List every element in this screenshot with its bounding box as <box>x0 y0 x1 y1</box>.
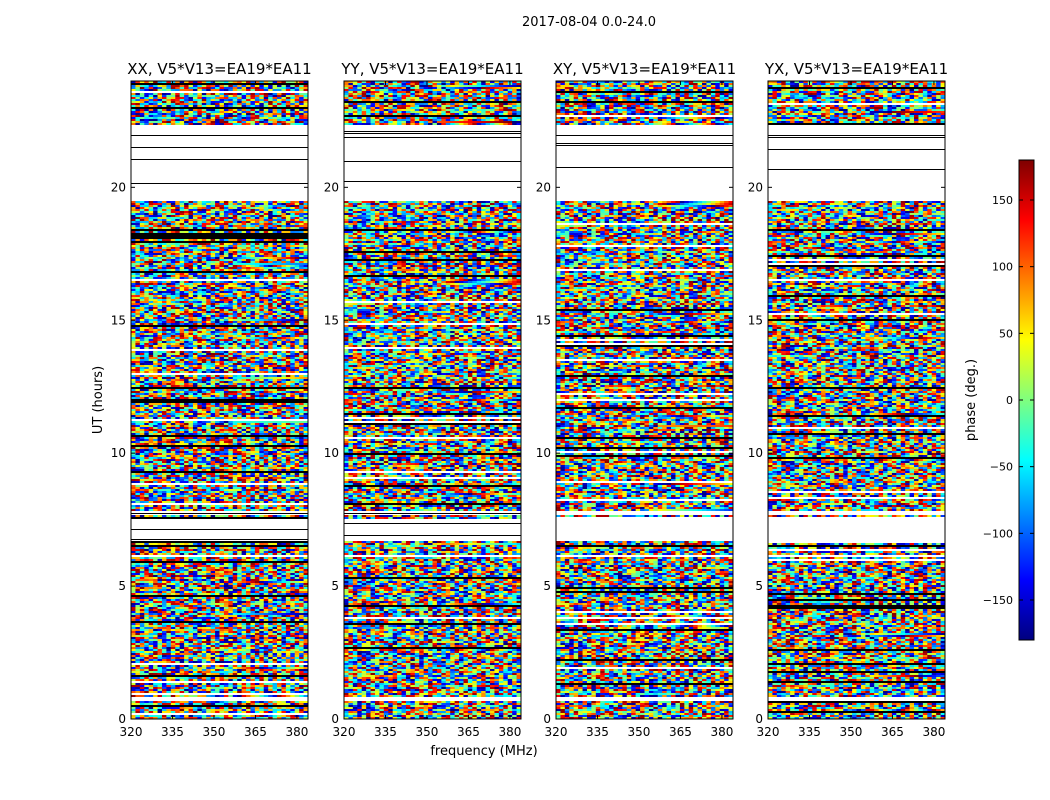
x-tick-label: 365 <box>457 725 480 739</box>
x-tick-label: 365 <box>881 725 904 739</box>
axes-frame <box>767 80 946 720</box>
y-tick-label: 10 <box>324 446 339 460</box>
x-tick-label: 365 <box>244 725 267 739</box>
y-tick-label: 20 <box>536 180 551 194</box>
x-tick-label: 380 <box>285 725 308 739</box>
y-tick-label: 15 <box>748 313 763 327</box>
y-tick-label: 5 <box>118 579 126 593</box>
x-tick-label: 320 <box>333 725 356 739</box>
panel-title: XY, V5*V13=EA19*EA11 <box>553 60 736 78</box>
x-tick-label: 350 <box>416 725 439 739</box>
panel-title: YX, V5*V13=EA19*EA11 <box>764 60 948 78</box>
x-tick-label: 350 <box>840 725 863 739</box>
x-tick-label: 320 <box>545 725 568 739</box>
y-tick-label: 15 <box>111 313 126 327</box>
colorbar-tick-label: 50 <box>999 327 1013 340</box>
x-tick-label: 380 <box>922 725 945 739</box>
x-tick-label: 380 <box>710 725 733 739</box>
axes-frame <box>343 80 522 720</box>
x-tick-label: 335 <box>798 725 821 739</box>
x-tick-label: 335 <box>374 725 397 739</box>
panel-3: XY, V5*V13=EA19*EA11 320 335 350 365 380 0 5 10 1… <box>536 60 736 739</box>
figure-title: 2017-08-04 0.0-24.0 <box>522 15 656 30</box>
axes-frame <box>130 80 309 720</box>
y-tick-label: 10 <box>111 446 126 460</box>
panel-2: YY, V5*V13=EA19*EA11 320 335 350 365 380 0 5 10 1… <box>324 60 524 739</box>
panel-4: YX, V5*V13=EA19*EA11 320 335 350 365 380 0 5 10 1… <box>748 60 948 739</box>
panel-title: XX, V5*V13=EA19*EA11 <box>127 60 311 78</box>
x-tick-label: 320 <box>120 725 143 739</box>
x-tick-label: 350 <box>203 725 226 739</box>
colorbar-label: phase (deg.) <box>964 359 979 441</box>
colorbar-tick-label: −50 <box>990 461 1013 474</box>
y-axis-label: UT (hours) <box>91 366 106 434</box>
panel-title: YY, V5*V13=EA19*EA11 <box>340 60 523 78</box>
y-tick-label: 10 <box>748 446 763 460</box>
x-tick-label: 365 <box>669 725 692 739</box>
y-tick-label: 20 <box>324 180 339 194</box>
x-tick-label: 335 <box>586 725 609 739</box>
y-tick-label: 15 <box>536 313 551 327</box>
y-tick-label: 0 <box>118 712 126 726</box>
y-tick-label: 10 <box>536 446 551 460</box>
y-tick-label: 20 <box>748 180 763 194</box>
y-tick-label: 0 <box>755 712 763 726</box>
x-tick-label: 335 <box>161 725 184 739</box>
x-tick-label: 320 <box>757 725 780 739</box>
axes-frame <box>555 80 734 720</box>
colorbar-tick-label: 100 <box>992 261 1013 274</box>
y-tick-label: 0 <box>543 712 551 726</box>
phase-heatmap <box>768 81 945 719</box>
phase-heatmap <box>344 81 521 719</box>
x-tick-label: 350 <box>628 725 651 739</box>
colorbar-tick-label: 150 <box>992 194 1013 207</box>
y-tick-label: 15 <box>324 313 339 327</box>
colorbar-tick-label: −100 <box>983 527 1013 540</box>
colorbar-tick-label: 0 <box>1006 394 1013 407</box>
x-tick-label: 380 <box>498 725 521 739</box>
y-tick-label: 5 <box>543 579 551 593</box>
phase-heatmap <box>556 81 733 719</box>
y-tick-label: 20 <box>111 180 126 194</box>
y-tick-label: 0 <box>331 712 339 726</box>
y-tick-label: 5 <box>755 579 763 593</box>
colorbar-tick-label: −150 <box>983 594 1013 607</box>
colorbar: −150 −100 −50 0 50 100 150 <box>983 159 1035 641</box>
phase-heatmap <box>131 81 308 719</box>
panel-1: XX, V5*V13=EA19*EA11 320 335 350 365 380 0 5 10 1… <box>111 60 312 739</box>
y-tick-label: 5 <box>331 579 339 593</box>
x-axis-label: frequency (MHz) <box>430 744 537 759</box>
panels: XX, V5*V13=EA19*EA11 320 335 350 365 380 0 5 10 1… <box>111 60 948 739</box>
